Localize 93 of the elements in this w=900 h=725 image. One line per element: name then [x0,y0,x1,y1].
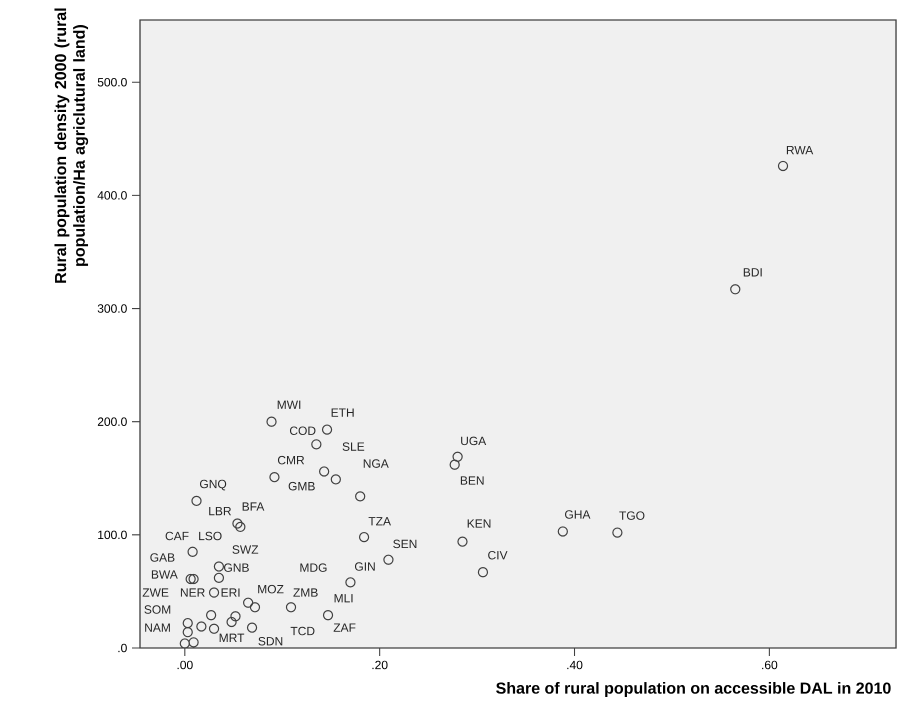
annotation: ZWE [142,588,168,597]
point [452,452,463,462]
annotation: NER [180,588,205,597]
x-tick-label: .40 [567,660,582,670]
point [182,627,193,638]
annotation: BEN [460,476,484,485]
point [250,602,260,612]
annotation: CAF [166,532,189,540]
annotation: GIN [354,562,375,571]
point [311,439,322,450]
point [191,496,202,506]
annotation: SWZ [232,545,258,554]
annotation: ERI [222,588,240,597]
annotation: SLE [342,442,364,451]
point [243,598,254,608]
annotation: ZAF [334,624,356,632]
point [358,532,370,542]
point [208,587,220,598]
point [266,416,277,427]
annotation: LSO [199,532,222,540]
point [383,554,394,565]
annotation: GNQ [200,480,226,490]
point [612,527,623,538]
annotation: CMR [278,456,304,464]
point [269,472,280,482]
annotation: BWA [152,570,178,579]
y-tick-label: 300.0 [98,304,127,313]
y-tick-label: 500.0 [98,78,127,86]
point [232,518,243,529]
point [214,572,224,583]
annotation: GHA [565,510,590,519]
y-tick-label: 200.0 [98,417,127,426]
annotation: MWI [278,400,300,409]
point [180,638,190,649]
annotation: SEN [393,540,416,548]
point [188,574,199,584]
annotation: BFA [242,502,264,511]
point [730,284,740,294]
point [230,611,241,622]
point [322,610,334,620]
x-tick-label: .60 [762,660,778,670]
annotation: CIV [488,550,508,560]
annotation: BDI [744,268,762,276]
point [558,526,568,537]
point [246,622,258,633]
annotation: MLI [334,594,353,602]
annotation: LBR [209,506,232,516]
point [188,637,199,648]
y-tick-label: .0 [118,644,127,652]
annotation: GNB [224,563,249,572]
point [286,602,296,612]
point [214,561,224,572]
y-tick-label: 400.0 [98,191,127,200]
point [208,624,220,634]
point [355,491,366,502]
annotation: TGO [619,511,644,520]
annotation: MOZ [258,584,284,594]
annotation: UGA [461,436,486,446]
point [235,522,246,532]
point [345,577,356,588]
point [330,474,341,485]
y-axis-title: Rural population density 2000 (rural population/Ha agriclutural land) [54,8,88,283]
annotation: TCD [290,626,314,636]
point [319,466,330,477]
x-tick-label: .00 [178,660,193,670]
point [206,610,216,620]
annotation: MRT [220,634,244,642]
point [322,424,332,435]
annotation: SDN [258,636,282,646]
annotation: GMB [288,482,315,490]
annotation: KEN [468,519,490,528]
annotation: GAB [150,553,174,562]
point [478,567,488,578]
annotation: TZA [368,517,391,526]
annotation: RWA [786,146,814,154]
point [457,536,468,547]
x-axis-title: Share of rural population on accessible DAL in 2010 [496,682,891,697]
point [226,616,237,628]
annotation: NAM [145,624,170,632]
point [186,574,196,584]
annotation: ZMB [293,588,318,597]
point [450,460,460,470]
annotation: SOM [144,605,170,614]
point [778,160,788,172]
annotation: MDG [300,563,327,572]
point [196,621,207,632]
point [187,546,198,557]
y-tick-label: 100.0 [98,530,127,540]
annotation: COD [290,426,316,435]
x-tick-label: .20 [372,660,388,670]
point [182,618,193,628]
annotation: ETH [332,408,354,417]
annotation: NGA [364,459,389,468]
